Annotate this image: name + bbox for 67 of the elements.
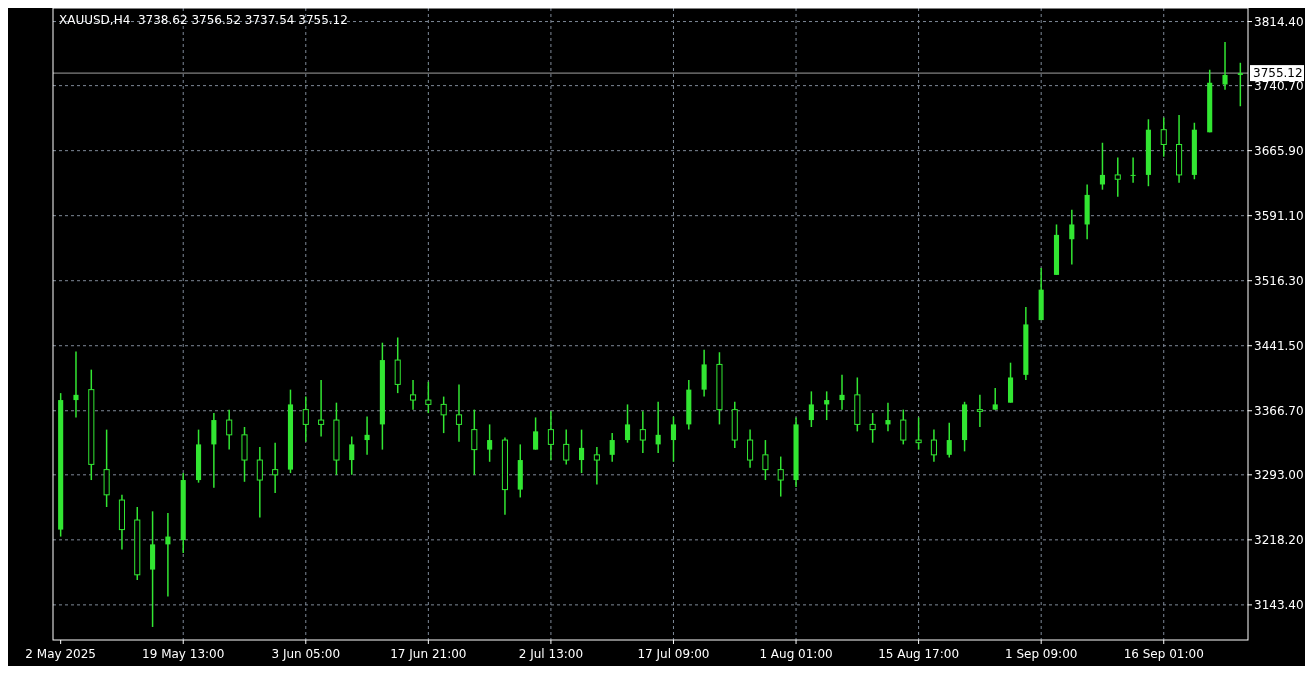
- candlestick: [1222, 41, 1228, 91]
- candlestick: [256, 446, 263, 519]
- x-tick-label: 17 Jun 21:00: [390, 647, 467, 661]
- candlestick: [1114, 156, 1121, 198]
- candlestick: [839, 374, 845, 411]
- candlestick: [1099, 142, 1106, 191]
- candlestick: [639, 410, 646, 454]
- candlestick: [563, 428, 570, 466]
- candlestick: [471, 408, 478, 476]
- candlestick: [900, 408, 907, 446]
- candlestick: [547, 410, 554, 461]
- candlestick: [869, 412, 876, 444]
- candlestick: [670, 415, 677, 463]
- candlestick: [976, 394, 983, 428]
- candlestick: [1069, 208, 1075, 266]
- y-tick-label: 3740.70: [1254, 78, 1304, 93]
- y-tick-label: 3591.10: [1254, 208, 1304, 223]
- candlestick: [226, 408, 233, 451]
- x-tick-label: 1 Aug 01:00: [759, 647, 833, 661]
- candlestick: [1160, 116, 1167, 158]
- candlestick: [992, 387, 998, 411]
- candlestick: [440, 395, 447, 434]
- x-tick-label: 2 May 2025: [25, 647, 96, 661]
- candlestick: [824, 390, 830, 421]
- candlestick: [777, 455, 784, 498]
- y-tick-label: 3366.70: [1254, 403, 1304, 418]
- x-tick-label: 19 May 13:00: [142, 647, 225, 661]
- candlestick: [624, 403, 631, 444]
- candlestick: [73, 350, 79, 419]
- y-tick-label: 3516.30: [1254, 273, 1304, 288]
- x-tick-label: 17 Jul 09:00: [637, 647, 710, 661]
- y-tick-label: 3441.50: [1254, 338, 1304, 353]
- candlestick: [349, 435, 355, 476]
- y-tick-label: 3665.90: [1254, 143, 1304, 158]
- y-tick-label: 3293.00: [1254, 467, 1304, 482]
- x-tick-label: 2 Jul 13:00: [518, 647, 584, 661]
- x-tick-label: 3 Jun 05:00: [271, 647, 341, 661]
- candlestick: [762, 439, 769, 481]
- candlestick: [318, 379, 325, 438]
- candlestick: [609, 432, 615, 463]
- candlestick: [1130, 156, 1136, 184]
- x-tick-label: 15 Aug 17:00: [878, 647, 960, 661]
- candlestick: [455, 383, 463, 443]
- candlestick: [885, 401, 891, 433]
- candlestick: [409, 379, 417, 411]
- candlestick: [1237, 62, 1243, 107]
- candlestick: [930, 428, 937, 463]
- candlestick: [655, 401, 661, 454]
- candlestick: [593, 446, 600, 486]
- ref-line-label: 3755.12: [1253, 66, 1303, 81]
- candlestick: [533, 416, 539, 451]
- candlestick: [946, 421, 952, 459]
- y-tick-label: 3814.40: [1254, 14, 1304, 29]
- candlestick: [302, 395, 309, 443]
- candlestick: [808, 390, 814, 428]
- candlestick: [747, 428, 754, 469]
- y-tick-label: 3143.40: [1254, 597, 1304, 612]
- y-tick-label: 3218.20: [1254, 532, 1304, 547]
- chart-title: XAUUSD,H4 3738.62 3756.52 3737.54 3755.12: [59, 13, 348, 27]
- candlestick: [364, 415, 370, 456]
- candlestick: [915, 416, 922, 451]
- candlestick: [487, 423, 493, 463]
- candlestick: [425, 381, 432, 414]
- x-tick-label: 1 Sep 09:00: [1004, 647, 1078, 661]
- candlestick: [272, 441, 279, 494]
- candlestick: [579, 428, 585, 474]
- x-tick-label: 16 Sep 01:00: [1123, 647, 1204, 661]
